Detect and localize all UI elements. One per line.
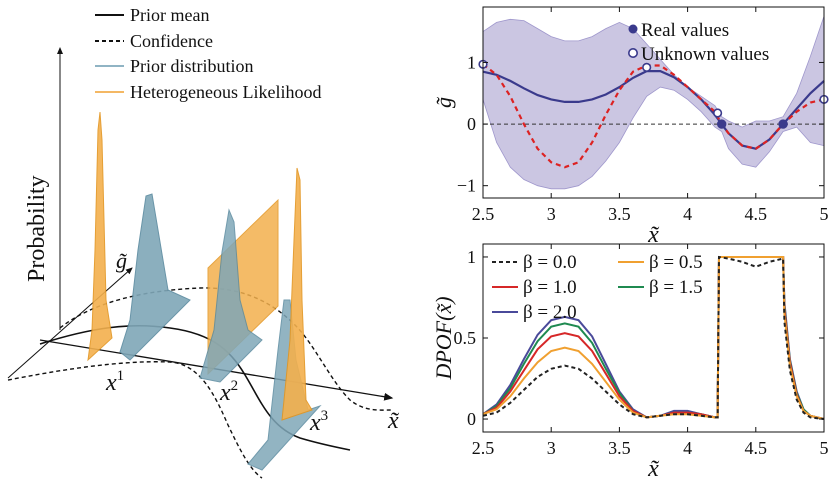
point-label-x1: x1: [105, 368, 124, 396]
bottom-ylabel: DPOF(x̃): [431, 296, 456, 380]
point-label-x2: x2: [219, 378, 238, 406]
top-unknown-point-1: [642, 62, 652, 72]
legend-label-confidence: Confidence: [130, 31, 213, 51]
g-axis: [7, 267, 133, 379]
probability-axis-label: Probability: [24, 175, 50, 282]
top-true-function-curve: [482, 63, 825, 169]
top-real-point-1: [778, 119, 788, 129]
bottom-xtick-label-3-5: 3.5: [608, 438, 631, 458]
top-ylabel: g̃: [431, 97, 456, 108]
bottom-legend: β = 0.0 β = 0.5 β = 1.0 β = 1.5 β = 2.0: [492, 252, 703, 323]
top-confidence-band: [482, 16, 825, 190]
top-xtick-label-5: 5: [820, 204, 829, 224]
top-legend-label-unknown: Unknown values: [641, 44, 769, 65]
bottom-xlabel: x̃: [647, 456, 660, 482]
point-label-x3: x3: [309, 408, 328, 436]
bottom-legend-label-0-5: β = 0.5: [649, 252, 703, 273]
bottom-xtick-label-4-5: 4.5: [745, 438, 768, 458]
left-legend: Prior mean Confidence Prior distribution…: [95, 5, 321, 102]
legend-label-prior-distribution: Prior distribution: [130, 56, 254, 76]
top-ytick-label-0: −1: [457, 176, 476, 196]
top-xlabel: x̃: [647, 222, 660, 248]
bottom-ytick-label-0: 0: [467, 409, 476, 429]
top-ytick-label-2: 1: [467, 52, 476, 72]
prior-mean-curve: [39, 324, 351, 451]
legend-label-prior-mean: Prior mean: [130, 5, 209, 25]
left-3d-illustration: Prior mean Confidence Prior distribution…: [7, 5, 400, 479]
top-unknown-point-2: [713, 108, 723, 118]
prior-x2: [199, 208, 263, 383]
confidence-curve-upper: [59, 287, 393, 411]
bottom-ytick-label-2: 1: [467, 247, 476, 267]
bottom-xtick-label-5: 5: [820, 438, 829, 458]
top-ytick-label-1: 0: [467, 114, 476, 134]
top-xtick-label-2-5: 2.5: [472, 204, 495, 224]
bottom-legend-label-1-5: β = 1.5: [649, 277, 703, 298]
bottom-ytick-label-1: 0.5: [454, 328, 477, 348]
top-xtick-label-4-5: 4.5: [745, 204, 768, 224]
likelihood-x1: [87, 111, 113, 362]
top-legend-label-real: Real values: [641, 20, 729, 41]
bottom-xtick-label-2-5: 2.5: [472, 438, 495, 458]
bottom-legend-label-1-0: β = 1.0: [523, 277, 577, 298]
top-legend-marker-unknown: [627, 47, 638, 58]
top-legend: Real values Unknown values: [627, 20, 769, 65]
top-legend-marker-real: [628, 24, 638, 34]
chart-bottom-dpof: 2.5 3 3.5 4 4.5 500.51x̃DPOF(x̃)β = 0.0 β = 0.…: [431, 243, 829, 482]
bottom-series-beta-0-0: [482, 255, 825, 420]
legend-label-likelihood: Heterogeneous Likelihood: [130, 82, 321, 102]
bottom-xtick-label-4: 4: [683, 438, 692, 458]
top-xtick-label-3-5: 3.5: [608, 204, 631, 224]
bottom-xtick-label-3: 3: [547, 438, 556, 458]
top-real-point-0: [717, 119, 727, 129]
bottom-legend-label-2-0: β = 2.0: [523, 302, 577, 323]
top-xtick-label-4: 4: [683, 204, 692, 224]
top-xtick-label-3: 3: [547, 204, 556, 224]
prior-x1: [119, 193, 191, 361]
chart-top-gp: 2.5 3 3.5 4 4.5 5 −1 0 1 x̃ g̃ Real values Unknown v…: [431, 6, 829, 248]
bottom-legend-label-0-0: β = 0.0: [523, 252, 577, 273]
x-axis-label: x̃: [387, 408, 400, 434]
g-axis-label: g̃: [116, 248, 127, 273]
likelihood-x3: [281, 167, 313, 421]
top-frame: [482, 6, 825, 199]
